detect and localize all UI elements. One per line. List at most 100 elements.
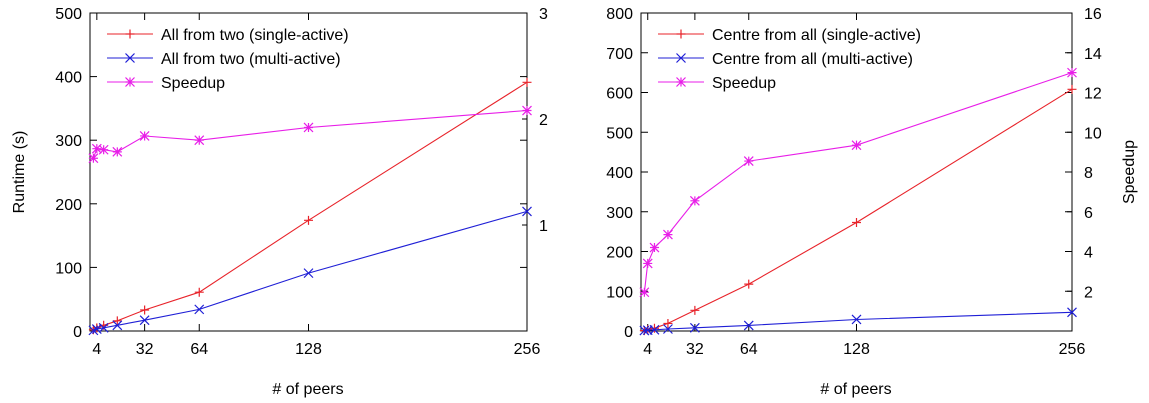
chart1-legend-label: All from two (single-active) — [161, 27, 349, 44]
chart1-series-3 — [88, 105, 532, 164]
chart2-series-1 — [639, 84, 1077, 336]
chart2-series-3-line — [643, 72, 1073, 293]
chart1-series-2-point — [139, 315, 150, 326]
chart1-series-1-point — [112, 316, 122, 326]
chart2-x-tick-label: 32 — [686, 341, 704, 358]
chart1-series-3-point — [303, 122, 314, 133]
chart1-x-tick-label: 64 — [190, 341, 208, 358]
chart1: 0 100 200 300 400 500 1 2 3 4 32 64 128 256 # of peers… — [11, 6, 548, 398]
chart2-series-1-point — [649, 323, 659, 333]
chart1-y-tick-label: 400 — [55, 70, 82, 87]
chart1-series-1-line — [93, 81, 528, 331]
chart1-legend-marker — [125, 29, 135, 39]
chart1-series-3-point — [88, 153, 99, 164]
chart1-x-tick-label: 128 — [295, 341, 322, 358]
chart1-series-1-point — [92, 323, 102, 333]
chart1-series-2 — [88, 206, 532, 336]
chart1-series-2-point — [522, 206, 532, 217]
chart2-series-3 — [639, 67, 1077, 298]
chart2-y-tick-label: 700 — [606, 46, 633, 63]
chart2-series-2 — [639, 307, 1077, 336]
chart1-legend-label: All from two (multi-active) — [161, 51, 341, 68]
chart1-y-tick-label: 200 — [55, 197, 82, 214]
chart1-series-3-point — [91, 143, 102, 154]
chart1-x-tick-label: 4 — [92, 341, 101, 358]
chart2-series-2-point — [663, 324, 673, 334]
chart1-series-1-point — [304, 215, 313, 225]
chart2-series-3-point — [743, 156, 754, 166]
chart1-series-1-point — [140, 305, 150, 315]
chart2-legend-label: Centre from all (single-active) — [712, 27, 921, 44]
chart2-series-2-point — [743, 320, 754, 331]
chart1-legend-entry: All from two (multi-active) — [107, 51, 341, 68]
chart2-y2-tick-label: 2 — [1084, 284, 1093, 301]
chart1-series-3-point — [194, 135, 205, 146]
chart2-x-tick-label: 256 — [1059, 341, 1086, 358]
chart1-series-1-point — [194, 287, 204, 297]
chart2-legend-label: Centre from all (multi-active) — [712, 51, 913, 68]
chart2-series-2-point — [851, 314, 862, 325]
chart2-y-tick-label: 800 — [606, 6, 633, 23]
chart2-series-1-point — [852, 217, 861, 227]
chart2-y2-tick-label: 16 — [1084, 6, 1102, 23]
chart1-legend-marker — [125, 53, 135, 63]
chart2-y-tick-label: 400 — [606, 165, 633, 182]
chart1-y2-tick-label: 2 — [539, 112, 548, 129]
chart2-series-1-point — [744, 279, 754, 289]
chart2-series-2-point — [649, 324, 660, 335]
chart2-y2-tick-label: 8 — [1084, 165, 1093, 182]
chart2-series-2-point — [639, 325, 650, 336]
chart2-legend-label: Speedup — [712, 75, 776, 92]
chart1-legend-entry: Speedup — [107, 75, 225, 92]
chart1-series-3-point — [112, 146, 123, 157]
chart2-series-3-point — [639, 287, 650, 298]
chart2-legend-entry: Centre from all (multi-active) — [658, 51, 913, 68]
chart2-series-2-point — [689, 322, 700, 333]
chart2-x-axis-title: # of peers — [820, 381, 891, 398]
chart2-series-3-point — [642, 258, 653, 269]
chart1-y2-tick-label: 3 — [539, 6, 548, 23]
chart1-series-2-line — [93, 210, 528, 331]
chart1-y-tick-label: 100 — [55, 260, 82, 277]
chart2-series-3-point — [851, 140, 862, 151]
chart2-y-tick-label: 300 — [606, 205, 633, 222]
chart2-series-1-point — [1067, 84, 1077, 94]
chart2-legend-marker — [676, 77, 686, 87]
chart1-series-2-point — [98, 322, 109, 333]
chart1-x-axis-title: # of peers — [272, 381, 343, 398]
chart1-legend-entry: All from two (single-active) — [107, 27, 349, 44]
chart2-x-tick-label: 64 — [740, 341, 758, 358]
chart1-series-2-point — [194, 304, 205, 315]
chart1-y2-tick-label: 1 — [539, 218, 548, 235]
chart2-y2-tick-label: 10 — [1084, 125, 1102, 142]
chart2-y-tick-label: 0 — [624, 324, 633, 341]
chart2-series-3-point — [1067, 67, 1077, 78]
chart2-series-2-line — [644, 311, 1073, 332]
chart2-series-1-point — [690, 305, 700, 315]
chart1-legend-label: Speedup — [161, 75, 225, 92]
chart1-series-2-point — [112, 320, 123, 331]
chart2-legend-marker — [676, 53, 686, 63]
chart1-x-tick-label: 32 — [136, 341, 154, 358]
chart1-x-tick-label: 256 — [514, 341, 541, 358]
chart2-series-3-point — [663, 229, 673, 240]
chart2-y2-tick-label: 4 — [1084, 245, 1093, 262]
chart1-series-3-point — [139, 131, 150, 141]
chart2-x-tick-label: 128 — [843, 341, 870, 358]
chart2-y2-tick-label: 6 — [1084, 205, 1093, 222]
chart2: 0 100 200 300 400 500 600 700 800 2 4 6 8 10 12 14 16 4 32… — [606, 6, 1138, 398]
chart1-series-1-point — [522, 77, 532, 87]
chart2-legend-entry: Speedup — [658, 75, 776, 92]
chart2-legend-marker — [676, 29, 686, 39]
chart2-y2-tick-label: 14 — [1084, 46, 1102, 63]
chart1-series-3-point — [522, 105, 532, 116]
chart2-series-2-point — [1067, 307, 1077, 318]
chart1-series-1 — [88, 77, 532, 335]
chart1-series-3-line — [92, 109, 528, 159]
chart2-y2-tick-label: 12 — [1084, 86, 1102, 103]
chart2-series-1-point — [663, 318, 673, 328]
chart1-legend-marker — [125, 77, 135, 87]
chart2-series-3-point — [649, 242, 660, 253]
chart2-y-tick-label: 200 — [606, 245, 633, 262]
